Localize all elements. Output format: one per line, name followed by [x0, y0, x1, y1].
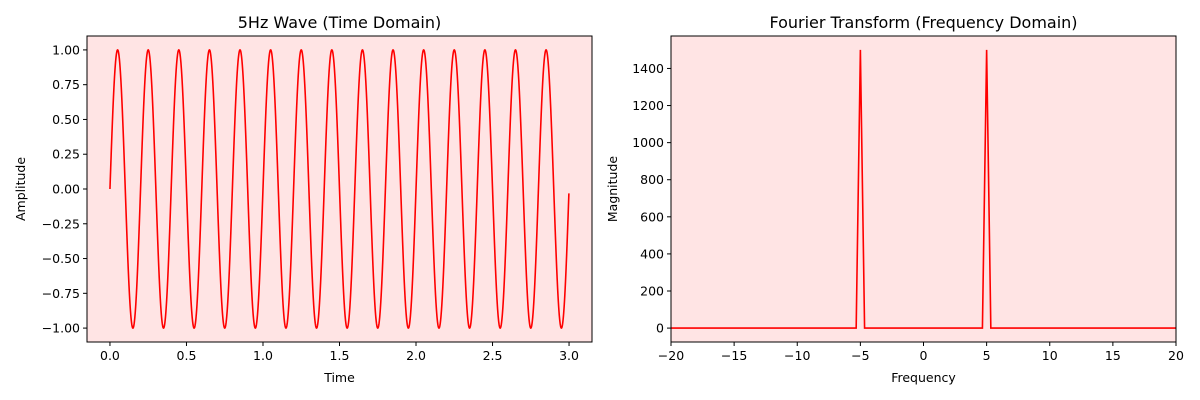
- y-tick-label: 400: [640, 246, 664, 261]
- x-tick-label: −5: [851, 348, 869, 363]
- x-tick-label: 2.0: [406, 348, 426, 363]
- y-axis-label: Magnitude: [605, 156, 620, 223]
- x-tick-label: 20: [1168, 348, 1184, 363]
- x-axis-label: Frequency: [891, 370, 956, 385]
- x-tick-label: 1.0: [253, 348, 273, 363]
- x-tick-label: −20: [658, 348, 684, 363]
- x-tick-label: 3.0: [559, 348, 579, 363]
- x-tick-label: −10: [784, 348, 810, 363]
- x-tick-label: −15: [721, 348, 747, 363]
- subplot-1: 0.0 0.5 1.0 1.5 2.0 2.5 3.0 −1.00 −0.75 −0.50 −0.2…: [13, 13, 593, 385]
- y-tick-label: 1000: [632, 135, 664, 150]
- x-tick-label: 5: [983, 348, 991, 363]
- x-axis-label: Time: [323, 370, 355, 385]
- y-axis-label: Amplitude: [13, 157, 28, 221]
- series-line: [671, 49, 1176, 329]
- subplot-2: −20 −15 −10 −5 0 5 10 15 20020040060080010001200…: [605, 13, 1184, 385]
- x-tick-label: 0.5: [177, 348, 197, 363]
- y-tick-label: 0.00: [52, 182, 80, 197]
- y-tick-label: −1.00: [42, 321, 80, 336]
- y-tick-label: 0.75: [52, 77, 80, 92]
- y-tick-label: −0.50: [42, 251, 80, 266]
- x-tick-label: 0: [920, 348, 928, 363]
- x-tick-label: 0.0: [100, 348, 120, 363]
- y-tick-label: 200: [640, 284, 664, 299]
- y-tick-label: 0.50: [52, 112, 80, 127]
- x-tick-label: 2.5: [483, 348, 503, 363]
- series-line: [109, 49, 570, 329]
- y-tick-label: 0.25: [52, 147, 80, 162]
- y-tick-label: 600: [640, 209, 664, 224]
- chart-title: Fourier Transform (Frequency Domain): [769, 13, 1077, 32]
- x-tick-label: 1.5: [330, 348, 350, 363]
- y-tick-label: 1400: [632, 61, 664, 76]
- y-tick-label: 800: [640, 172, 664, 187]
- y-tick-label: 0: [656, 321, 664, 336]
- y-tick-label: 1200: [632, 98, 664, 113]
- chart-title: 5Hz Wave (Time Domain): [238, 13, 442, 32]
- x-tick-label: 10: [1042, 348, 1058, 363]
- y-tick-label: 1.00: [52, 42, 80, 57]
- y-tick-label: −0.75: [42, 286, 80, 301]
- y-tick-label: −0.25: [42, 216, 80, 231]
- plot-background: [671, 36, 1176, 342]
- x-tick-label: 15: [1105, 348, 1121, 363]
